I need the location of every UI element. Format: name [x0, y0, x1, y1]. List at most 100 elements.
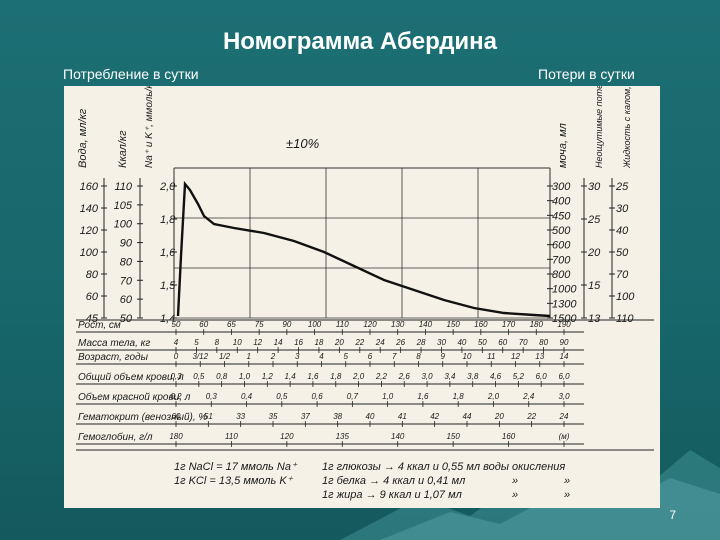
urine-label: 1000 [552, 284, 577, 296]
subtitle-losses: Потери в сутки [538, 66, 635, 82]
scale-tick-label: 4,6 [490, 372, 502, 381]
scale-label: Возраст, годы [78, 352, 149, 363]
scale-tick-label: 6 [368, 352, 373, 361]
ditto-mark: » [512, 475, 518, 487]
kcal-label: 50 [120, 313, 133, 325]
scale-tick-label: 22 [526, 412, 536, 421]
footnote-oxidation: 1г белка → 4 ккал и 0,41 мл [322, 475, 465, 487]
scale-tick-label: 1,0 [382, 392, 394, 401]
scale-tick-label: 65 [227, 320, 236, 329]
header-electrolytes: Na⁺ и K⁺, ммоль/кг [144, 86, 155, 168]
scale-label: Рост, см [78, 320, 121, 331]
scale-tick-label: 180 [530, 320, 544, 329]
tolerance-label: ±10% [286, 136, 319, 151]
nomogram-panel: Вода, мл/кг Ккал/кг Na⁺ и K⁺, ммоль/кг м… [64, 86, 660, 508]
kcal-label: 100 [114, 219, 133, 231]
scale-tick-label: 2,0 [487, 392, 500, 401]
nomogram-grid [173, 167, 551, 318]
footnote-oxidation: 1г глюкозы → 4 ккал и 0,55 мл воды окисл… [322, 461, 565, 473]
scale-tick-label: 1,6 [417, 392, 429, 401]
scale-tick-label: 150 [446, 320, 460, 329]
footnote-salt: 1г KCl = 13,5 ммоль K⁺ [174, 475, 294, 487]
scale-tick-label: 14 [274, 338, 283, 347]
scale-tick-label: 10 [233, 338, 242, 347]
scale-tick-label: 50 [478, 338, 487, 347]
ditto-mark: » [564, 489, 570, 501]
scale-tick-label: 60 [199, 320, 208, 329]
kcal-label: 110 [114, 181, 132, 193]
scale-tick-label: 33 [236, 412, 245, 421]
scale-tick-label: 1,6 [307, 372, 319, 381]
urine-label: 700 [552, 254, 571, 266]
scale-tick-label: 2,2 [375, 372, 388, 381]
stool-label: 25 [615, 181, 629, 193]
urine-label: 1300 [552, 298, 577, 310]
scale-tick-label: 12 [511, 352, 520, 361]
scale-tick-label: 110 [225, 432, 238, 441]
insensible-label: 20 [587, 247, 601, 259]
scale-tick-label: 70 [519, 338, 528, 347]
water-label: 80 [86, 269, 99, 281]
header-stool: Жидкость с калом, мл [622, 86, 632, 169]
scale-tick-label: 20 [494, 412, 504, 421]
page-number: 7 [669, 508, 676, 522]
stool-label: 110 [616, 313, 634, 325]
scale-tick-label: 120 [363, 320, 377, 329]
scale-tick-label: 160 [474, 320, 488, 329]
scale-tick-label: 120 [280, 432, 294, 441]
scale-tick-label: 3,0 [421, 372, 433, 381]
kcal-label: 105 [114, 200, 133, 212]
scale-tick-label: 1,8 [453, 392, 465, 401]
footnote-salt: 1г NaCl = 17 ммоль Na⁺ [174, 461, 298, 473]
urine-label: 800 [552, 269, 571, 281]
kcal-label: 70 [120, 275, 133, 287]
scale-tick-label: 5 [194, 338, 199, 347]
scale-tick-label: 28 [416, 338, 426, 347]
ditto-mark: » [512, 489, 518, 501]
electrolyte-label: 2,0 [159, 181, 176, 193]
scale-tick-label: 3,4 [444, 372, 456, 381]
scale-tick-label: 37 [301, 412, 310, 421]
water-label: 160 [80, 181, 99, 193]
scale-tick-label: 4 [319, 352, 324, 361]
water-label: 60 [86, 291, 99, 303]
scale-tick-label: 40 [457, 338, 466, 347]
water-label: 100 [80, 247, 99, 259]
kcal-label: 60 [120, 294, 133, 306]
scale-tick-label: 160 [502, 432, 516, 441]
insensible-label: 15 [588, 280, 601, 292]
scale-tick-label: 20 [334, 338, 344, 347]
insensible-label: 25 [587, 214, 601, 226]
scale-tick-label: 16 [294, 338, 303, 347]
scale-tick-label: 130 [391, 320, 405, 329]
scale-tick-label: 190 [557, 320, 571, 329]
scale-tick-label: 13 [535, 352, 544, 361]
electrolyte-label: 1,8 [160, 214, 176, 226]
scale-tick-label: 35 [269, 412, 278, 421]
scale-label: Гематокрит (венозный), % [78, 412, 207, 423]
urine-label: 400 [552, 196, 571, 208]
scale-tick-label: 24 [559, 412, 569, 421]
scale-tick-label: 40 [366, 412, 375, 421]
scale-tick-label: 26 [395, 338, 405, 347]
scale-tick-label: 140 [391, 432, 405, 441]
scale-tick-label: 110 [336, 320, 349, 329]
insensible-label: 13 [588, 313, 601, 325]
scale-tick-label: 80 [539, 338, 548, 347]
scale-tick-label: 0,7 [347, 392, 359, 401]
scale-tick-label: 2,4 [522, 392, 535, 401]
scale-label: Объем красной крови, л [78, 391, 191, 403]
scale-label: Общий объем крови, л [78, 371, 184, 383]
scale-tick-label: 42 [430, 412, 439, 421]
scale-tick-label: 12 [253, 338, 262, 347]
requirement-curve [176, 180, 551, 318]
scale-tick-label: 2,0 [352, 372, 365, 381]
scale-tick-label: 44 [463, 412, 472, 421]
scale-tick-label: 1,4 [285, 372, 297, 381]
stool-label: 100 [616, 291, 635, 303]
scale-tick-label: 100 [308, 320, 322, 329]
scale-tick-label: 4 [174, 338, 179, 347]
stool-label: 70 [616, 269, 629, 281]
electrolyte-label: 1,6 [160, 247, 176, 259]
scale-tick-label: 75 [255, 320, 264, 329]
